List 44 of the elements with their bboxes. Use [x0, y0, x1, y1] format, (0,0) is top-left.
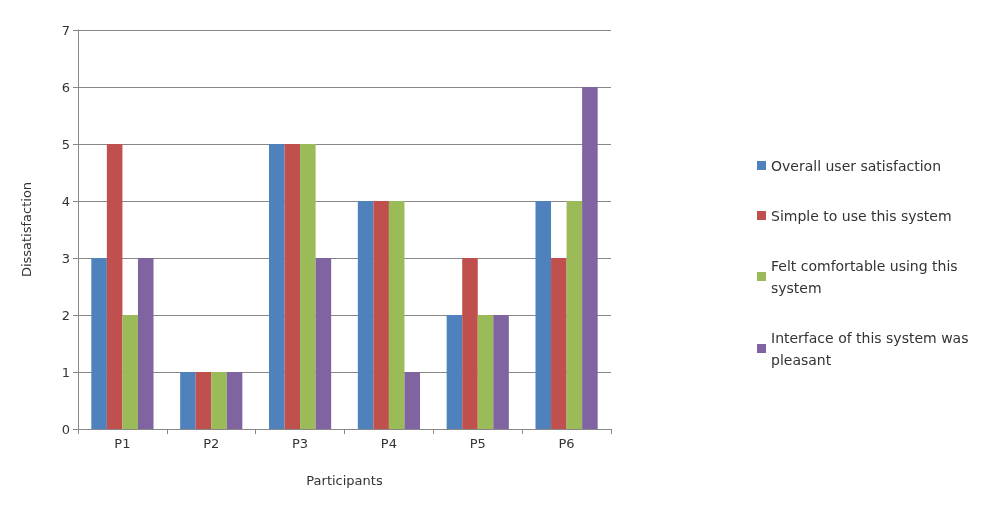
- bar: [535, 201, 552, 429]
- x-tick-label: P2: [203, 436, 220, 451]
- bar: [493, 315, 509, 429]
- legend-label: Simple to use this system: [771, 207, 952, 224]
- bar: [404, 372, 421, 429]
- bar: [462, 258, 478, 429]
- bar: [180, 372, 196, 429]
- bar: [226, 372, 243, 429]
- bar: [357, 201, 374, 429]
- y-axis-title: Dissatisfaction: [19, 181, 34, 278]
- x-tick-label: P1: [114, 436, 131, 451]
- y-tick-label: 1: [61, 364, 70, 380]
- x-axis-title: Participants: [306, 473, 383, 488]
- bar: [91, 258, 107, 429]
- legend-label: Interface of this system was pleasant: [771, 329, 973, 368]
- bar: [300, 144, 316, 429]
- bar: [122, 315, 138, 429]
- bar: [477, 315, 494, 429]
- y-tick-label: 7: [61, 22, 70, 38]
- x-tick-label: P3: [292, 436, 309, 451]
- bar: [195, 372, 212, 429]
- bar: [315, 258, 332, 429]
- bar: [446, 315, 463, 429]
- legend-label: Felt comfortable using this system: [771, 257, 963, 296]
- bar: [211, 372, 227, 429]
- bar: [566, 201, 583, 429]
- bar: [373, 201, 389, 429]
- x-tick-label: P6: [558, 436, 575, 451]
- bar: [284, 144, 301, 429]
- y-tick-label: 6: [61, 79, 70, 95]
- y-tick-label: 4: [61, 193, 70, 209]
- bar: [137, 258, 154, 429]
- y-tick-label: 2: [61, 307, 70, 323]
- legend-label: Overall user satisfaction: [771, 157, 942, 174]
- y-tick-label: 0: [61, 421, 70, 437]
- bar: [582, 87, 598, 429]
- bar: [268, 144, 285, 429]
- x-tick-label: P5: [469, 436, 486, 451]
- y-tick-label: 5: [61, 136, 70, 152]
- y-tick-label: 3: [61, 250, 70, 266]
- bar: [551, 258, 567, 429]
- bar: [106, 144, 123, 429]
- bar: [388, 201, 405, 429]
- x-tick-label: P4: [380, 436, 397, 451]
